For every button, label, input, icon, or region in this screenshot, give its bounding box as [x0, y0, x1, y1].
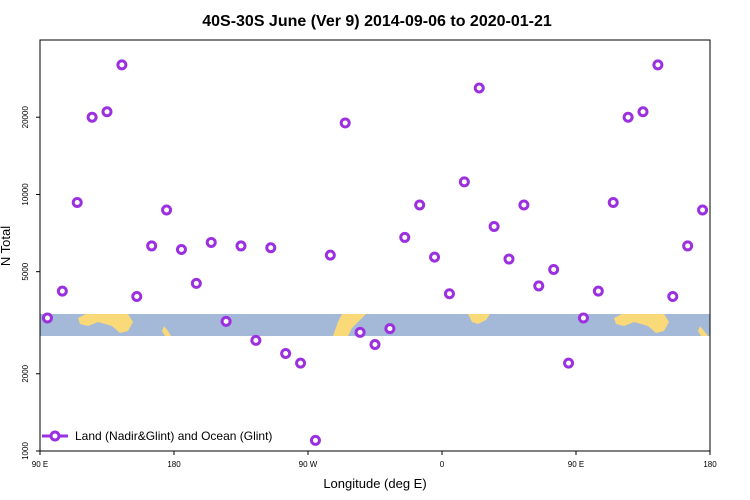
data-point	[86, 111, 98, 123]
data-point	[250, 334, 262, 346]
plot-frame	[39, 39, 711, 452]
data-point	[697, 204, 709, 216]
data-point	[280, 347, 292, 359]
legend: Land (Nadir&Glint) and Ocean (Glint)	[42, 429, 272, 443]
data-point	[592, 285, 604, 297]
y-tick-label: 20000	[21, 106, 30, 129]
x-tick-label: 180	[703, 460, 717, 469]
data-point	[71, 197, 83, 209]
data-point	[384, 323, 396, 335]
x-tick-label: 180	[167, 460, 181, 469]
legend-label: Land (Nadir&Glint) and Ocean (Glint)	[75, 429, 272, 443]
data-point	[131, 291, 143, 303]
data-point	[101, 106, 113, 118]
data-point	[682, 240, 694, 252]
data-point	[652, 59, 664, 71]
data-point	[429, 251, 441, 263]
data-point	[235, 240, 247, 252]
land-new-zealand	[162, 326, 171, 336]
data-point	[667, 291, 679, 303]
data-point	[577, 312, 589, 324]
x-axis-label: Longitude (deg E)	[323, 476, 426, 491]
data-point	[518, 199, 530, 211]
y-tick-label: 1000	[21, 442, 30, 460]
data-point	[607, 197, 619, 209]
data-point	[548, 263, 560, 275]
ocean-band	[40, 314, 710, 336]
data-point	[339, 117, 351, 129]
data-point	[309, 434, 321, 446]
data-point	[443, 288, 455, 300]
y-axis-label: N Total	[0, 226, 13, 266]
data-point	[56, 285, 68, 297]
y-tick-label: 2000	[21, 364, 30, 382]
map-band	[40, 314, 710, 336]
y-axis: 1000 2000 5000 10000 20000	[21, 106, 40, 460]
data-point	[458, 176, 470, 188]
land-australia	[614, 314, 669, 333]
data-point	[488, 221, 500, 233]
y-tick-label: 10000	[21, 183, 30, 206]
land-africa	[468, 314, 490, 324]
land-australia	[78, 314, 133, 333]
data-point	[205, 236, 217, 248]
x-tick-label: 0	[440, 460, 445, 469]
legend-marker	[49, 430, 61, 442]
data-point	[369, 339, 381, 351]
y-tick-label: 5000	[21, 262, 30, 280]
data-point	[116, 59, 128, 71]
data-point	[414, 199, 426, 211]
data-point	[473, 82, 485, 94]
data-series	[41, 59, 709, 446]
data-point	[399, 231, 411, 243]
data-point	[190, 277, 202, 289]
data-point	[295, 357, 307, 369]
x-tick-label: 90 E	[568, 460, 584, 469]
data-point	[220, 315, 232, 327]
data-point	[146, 240, 158, 252]
land-south-america	[333, 314, 366, 336]
data-point	[41, 312, 53, 324]
data-point	[354, 326, 366, 338]
x-tick-label: 90 E	[32, 460, 48, 469]
data-point	[533, 280, 545, 292]
data-point	[503, 253, 515, 265]
chart-title: 40S-30S June (Ver 9) 2014-09-06 to 2020-…	[202, 13, 552, 30]
data-point	[563, 357, 575, 369]
data-point	[637, 106, 649, 118]
data-point	[265, 242, 277, 254]
data-point	[324, 249, 336, 261]
data-point	[175, 244, 187, 256]
data-point	[622, 111, 634, 123]
x-tick-label: 90 W	[299, 460, 318, 469]
data-point	[161, 204, 173, 216]
x-axis: 90 E 180 90 W 0 90 E 180	[32, 451, 717, 469]
land-new-zealand	[698, 326, 708, 336]
